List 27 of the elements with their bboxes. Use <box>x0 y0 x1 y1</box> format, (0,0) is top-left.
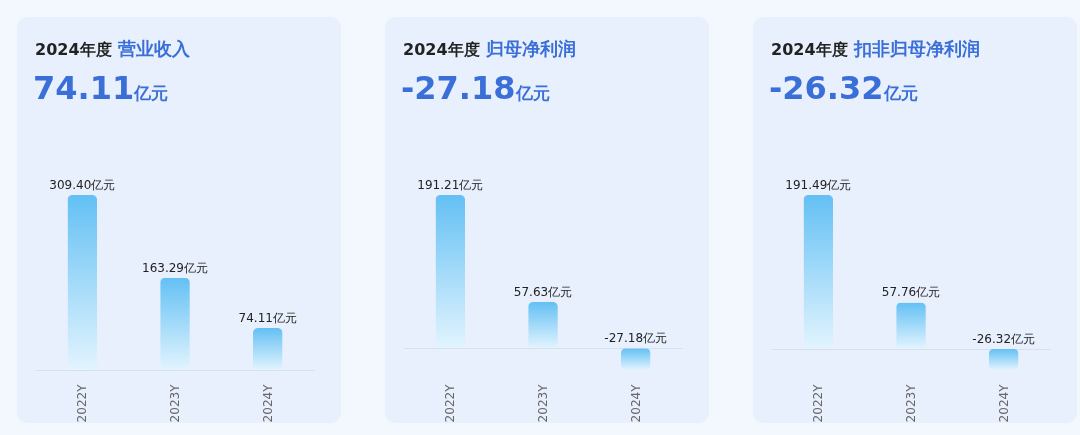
data-label: 191.49亿元 <box>785 178 852 192</box>
x-tick-label: 2023Y <box>168 383 182 423</box>
x-tick-label: 2024Y <box>628 383 643 423</box>
x-tick-label: 2023Y <box>536 383 550 423</box>
data-label: -26.32亿元 <box>972 331 1036 346</box>
text: -27.18亿元 <box>401 69 550 107</box>
chart-title: 2024年度 <box>771 40 848 59</box>
x-tick-label: 2024Y <box>260 383 275 423</box>
data-label: 57.63亿元 <box>513 285 573 300</box>
data-label: -27.18亿元 <box>604 331 668 346</box>
chart-title: 2024年度 <box>403 40 480 59</box>
x-tick-label: 2023Y <box>904 383 918 423</box>
data-label: 74.11亿元 <box>238 311 297 326</box>
data-label: 57.76亿元 <box>881 285 941 300</box>
x-tick-label: 2022Y <box>811 383 826 423</box>
data-label: 163.29亿元 <box>142 260 208 275</box>
chart-title: 2024年度 <box>35 40 112 59</box>
x-tick-label: 2024Y <box>996 383 1011 423</box>
text: -26.32亿元 <box>769 69 918 107</box>
x-tick-label: 2022Y <box>443 383 458 423</box>
data-label: 191.21亿元 <box>417 178 484 192</box>
chart-subtitle: 营业收入 <box>117 38 190 59</box>
text: 74.11亿元 <box>33 69 169 107</box>
data-label: 309.40亿元 <box>49 178 116 192</box>
chart-subtitle: 归母净利润 <box>485 38 576 59</box>
x-tick-label: 2022Y <box>75 383 90 423</box>
chart-subtitle: 扣非归母净利润 <box>853 38 980 59</box>
